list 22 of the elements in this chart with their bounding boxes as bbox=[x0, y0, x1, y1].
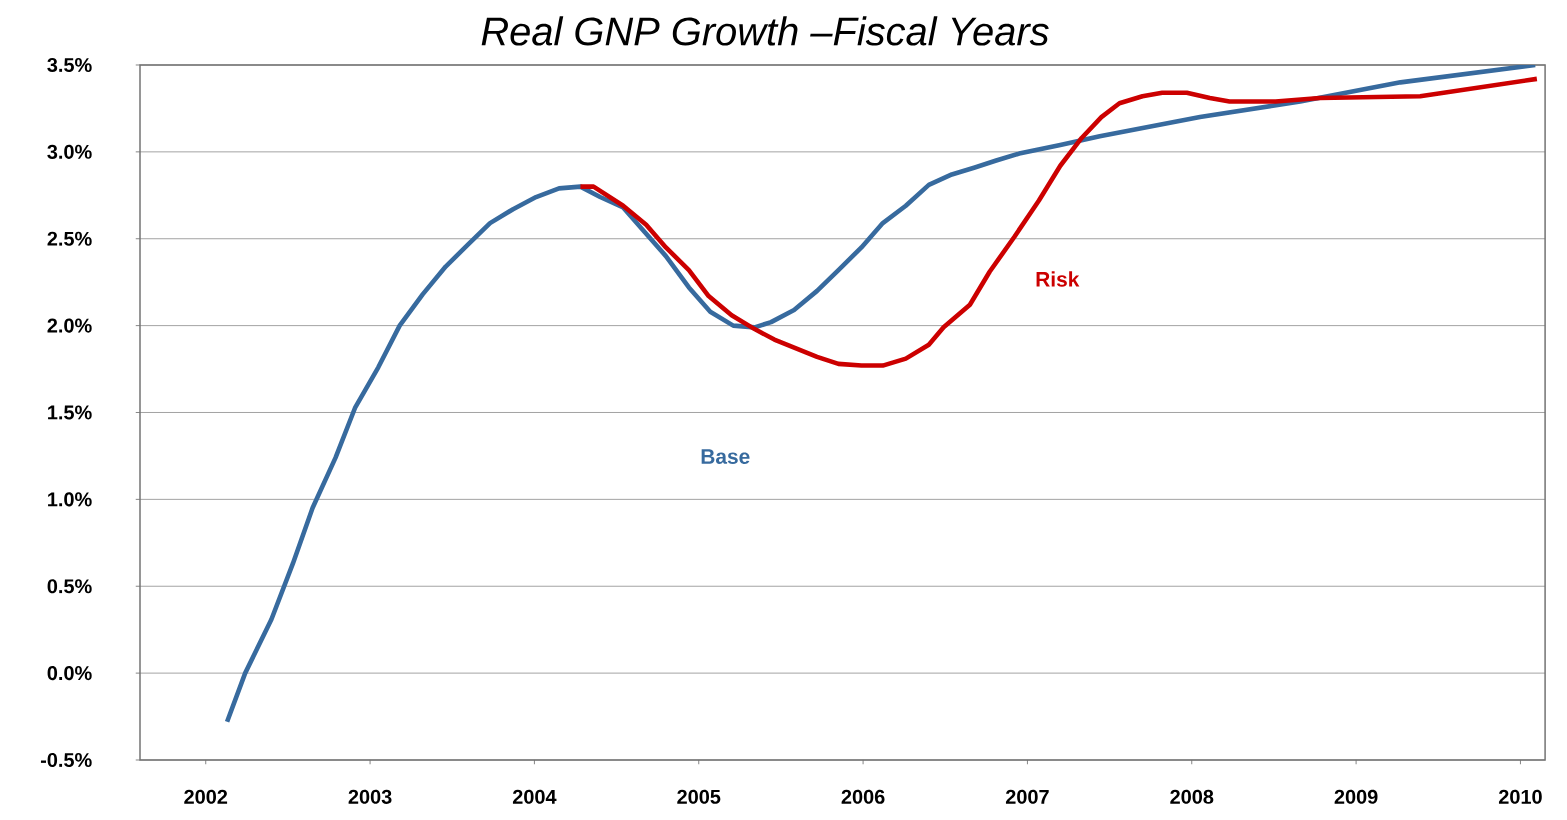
x-tick-label: 2005 bbox=[677, 789, 721, 804]
text: Base bbox=[701, 449, 750, 464]
y-tick-label: 3.0% bbox=[47, 144, 92, 159]
y-tick-label: 1.0% bbox=[48, 492, 92, 507]
y-tick-label: 2.0% bbox=[47, 318, 92, 333]
x-tick-label: 2002 bbox=[184, 789, 228, 804]
line-series bbox=[224, 64, 1538, 725]
x-tick-label: 2009 bbox=[1334, 789, 1378, 804]
x-tick-label: 2010 bbox=[1498, 789, 1542, 804]
y-tick-label: 2.5% bbox=[47, 231, 92, 246]
y-tick-label: -0.5% bbox=[40, 752, 92, 768]
y-tick-label: 0.0% bbox=[47, 666, 92, 681]
y-tick-label: 1.5% bbox=[48, 405, 92, 420]
y-tick-label: 3.5% bbox=[47, 57, 92, 73]
x-tick-label: 2007 bbox=[1005, 789, 1049, 804]
x-tick-label: 2006 bbox=[841, 789, 885, 804]
x-tick-label: 2004 bbox=[512, 789, 557, 804]
x-tick-label: 2003 bbox=[348, 789, 392, 804]
chart-title: Real GNP Growth –Fiscal Years bbox=[481, 16, 1049, 46]
y-tick-label: 0.5% bbox=[47, 579, 92, 594]
series-label: Risk bbox=[1036, 271, 1080, 287]
x-tick-label: 2008 bbox=[1170, 789, 1214, 804]
